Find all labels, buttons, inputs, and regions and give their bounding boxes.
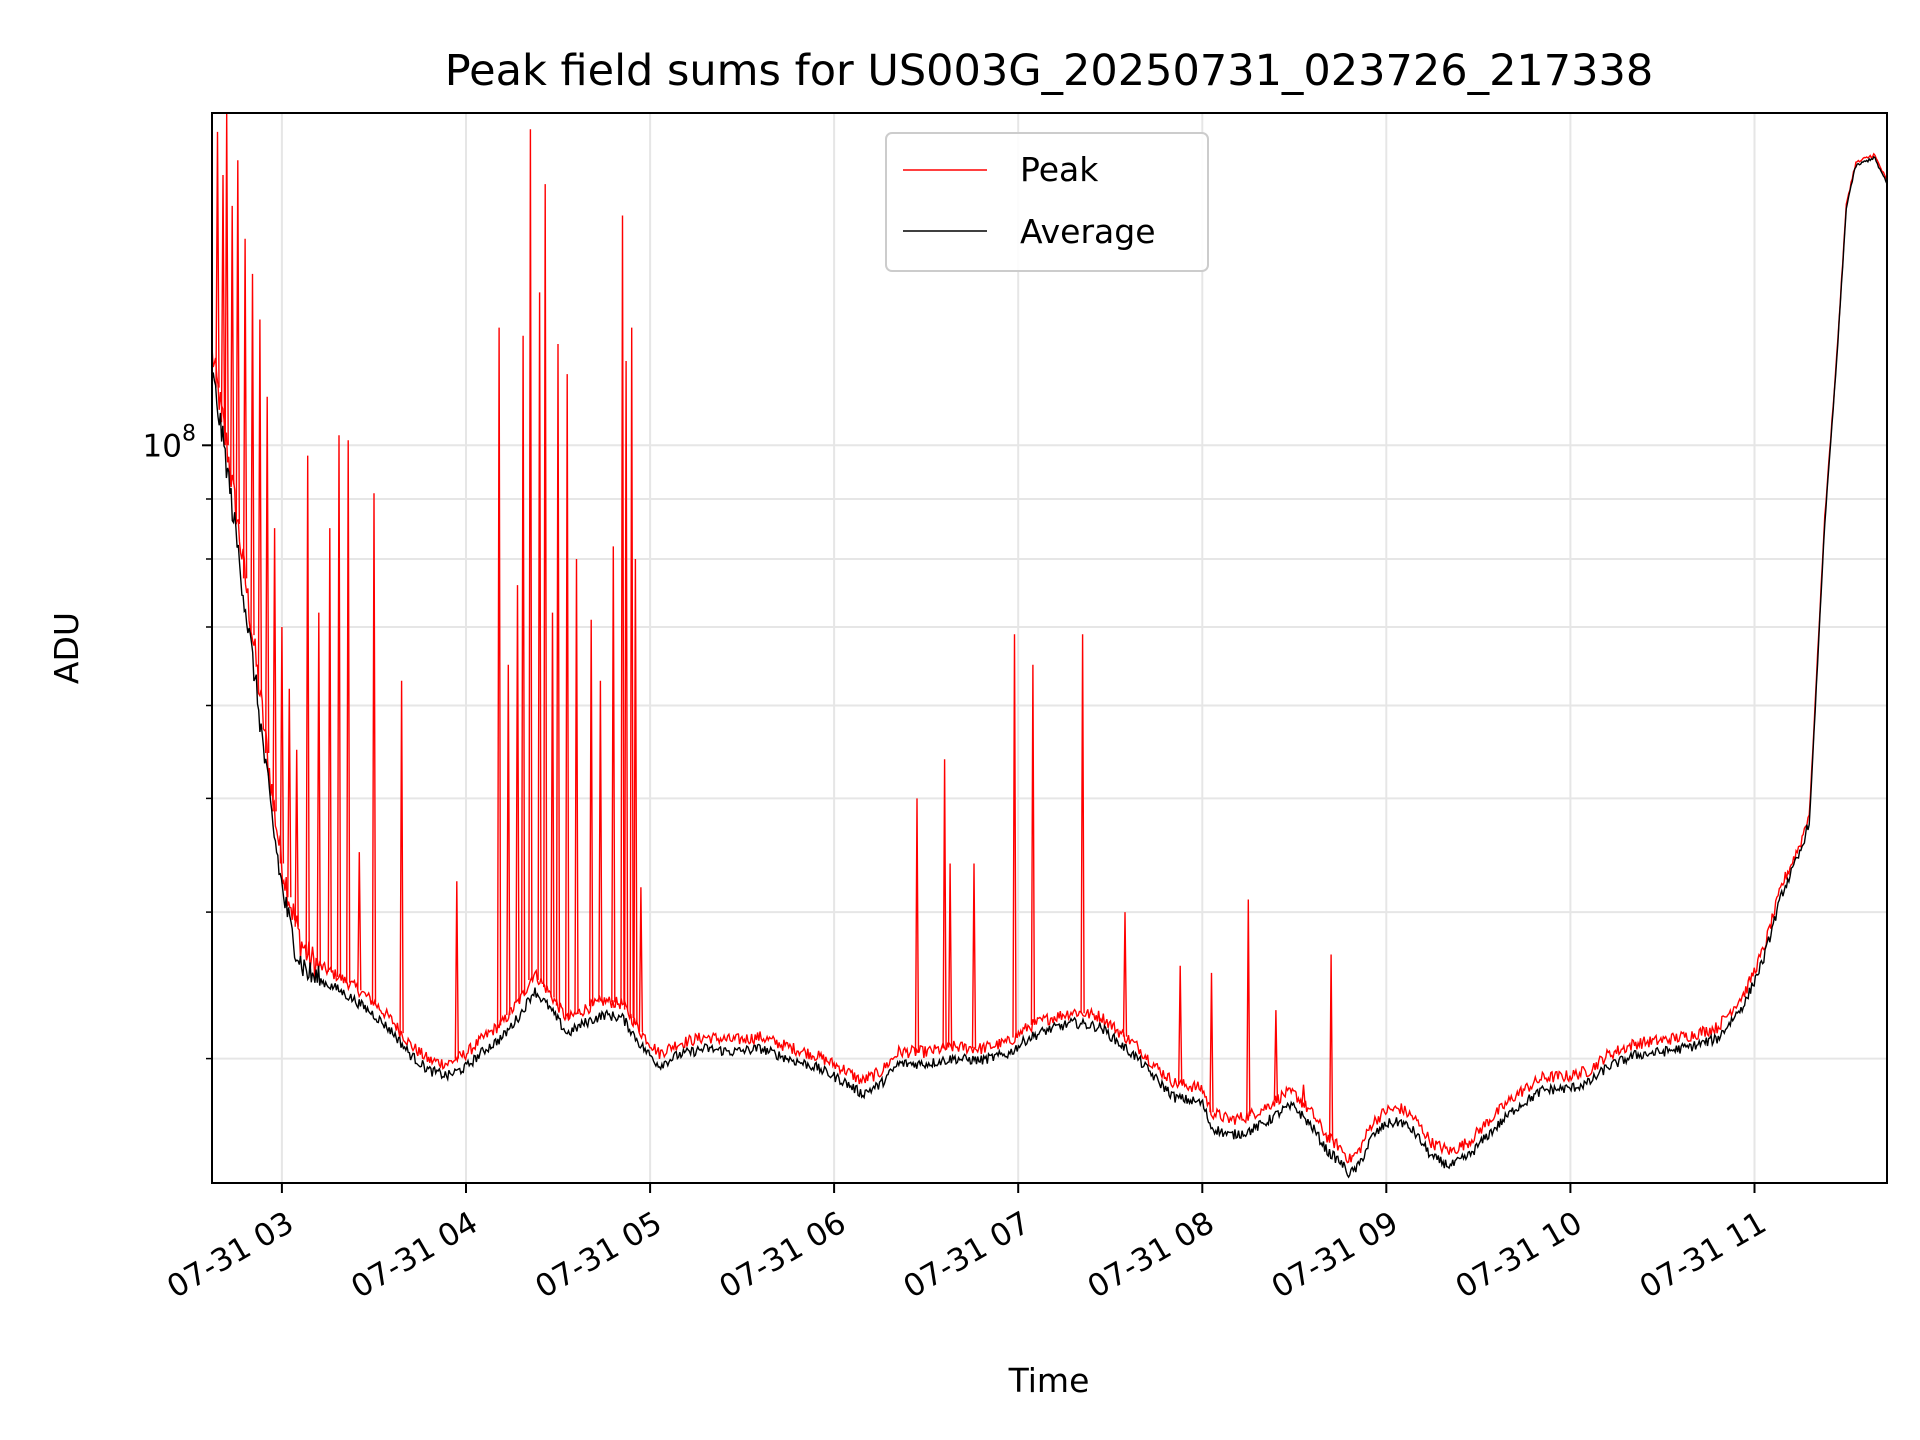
peak-spike [942,759,947,1049]
peak-spike [346,440,351,983]
peak-spike [574,558,579,1015]
peak-spike [272,528,277,812]
peak-spike [629,327,634,1019]
legend-label-peak: Peak [1020,150,1099,189]
chart-title: Peak field sums for US003G_20250731_0237… [445,46,1653,96]
peak-spike [1246,899,1251,1117]
peak-spike [371,493,377,1003]
peak-spike [543,184,548,988]
legend-box [885,132,1209,272]
peak-spike [454,881,459,1059]
legend-label-average: Average [1020,212,1156,251]
plot-series [212,113,1887,1179]
peak-spike [565,374,570,1020]
peak-spike [399,680,404,1034]
peak-spike [242,238,248,579]
peak-spike [598,680,603,1003]
peak-spike [224,113,229,446]
peak-spike [257,319,263,694]
peak-spike [537,292,542,981]
y-tick-label-base: 10 [143,428,182,464]
peak-spike [623,360,629,1010]
y-axis-ticks: 108 [143,421,212,1060]
peak-spike [230,205,235,485]
peak-spike [550,612,555,998]
x-axis-label: Time [1008,1361,1090,1400]
peak-spike [520,335,526,995]
peak-spike [589,619,594,1007]
peak-spike [265,396,270,754]
peak-spike [633,558,638,1024]
peak-spike [279,626,285,864]
peak-spike [947,863,953,1048]
peak-spike [555,343,561,1006]
peak-spike [316,612,321,966]
peak-spike [1122,912,1128,1037]
peak-spike [515,585,520,1003]
peak-spike [1301,1084,1306,1105]
peak-spike [287,688,292,898]
legend: Peak Average [885,132,1209,272]
peak-spike [1080,634,1085,1014]
peak-spike [638,887,644,1033]
peak-spike [1209,972,1214,1113]
peak-spike [294,749,299,927]
series-average-line [212,155,1887,1179]
peak-spike [914,798,920,1052]
peak-spike [528,129,533,981]
peak-spike [1273,1010,1279,1101]
peak-spike [620,215,625,1004]
peak-spike [506,664,511,1016]
peak-spike [1178,965,1183,1085]
peak-spike [215,131,220,388]
peak-spike [611,546,616,1003]
y-tick-label: 108 [143,421,196,464]
peak-spike [220,174,226,423]
grid-lines [212,113,1887,1183]
peak-spike [971,863,977,1049]
peak-spike [1030,664,1036,1025]
peak-spike [1012,634,1017,1038]
series-peak-line [212,152,1887,1164]
peak-spike [357,852,362,991]
y-tick-label-exponent: 8 [182,421,196,446]
peak-spike [305,455,310,956]
peak-spike [496,327,502,1026]
peak-spike [235,160,240,525]
y-axis-label: ADU [47,612,86,684]
peak-spike [327,528,332,972]
plot-frame [211,112,1888,1184]
peak-spike [336,435,342,977]
peak-spike [1328,954,1334,1141]
peak-spike [250,273,255,636]
